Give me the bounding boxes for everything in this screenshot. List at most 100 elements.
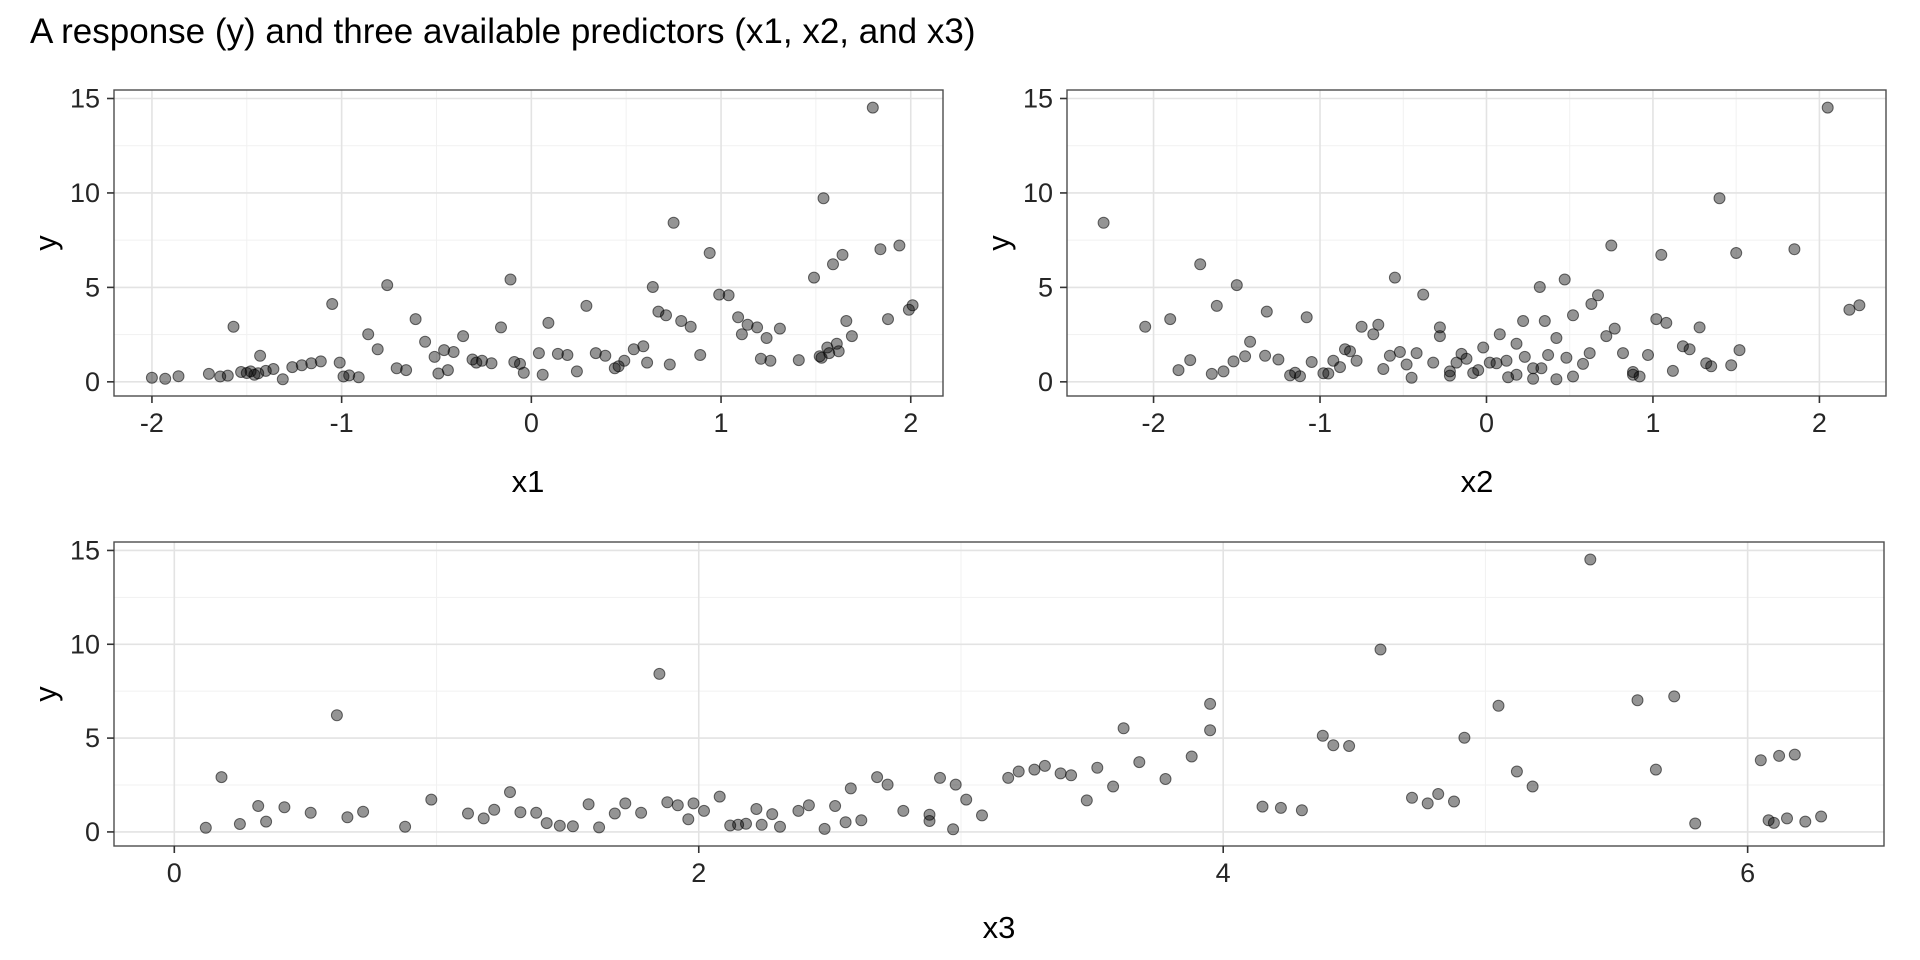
data-point (476, 354, 488, 367)
data-point (1405, 371, 1418, 384)
data-point (635, 806, 648, 819)
data-point (1028, 763, 1041, 776)
data-point (1159, 773, 1172, 785)
data-point (343, 369, 356, 382)
y-tick-label: 15 (70, 535, 100, 565)
data-point (1526, 780, 1539, 793)
data-point (1533, 281, 1546, 293)
data-point (760, 332, 773, 344)
y-tick-label: 10 (1023, 178, 1053, 208)
data-point (1417, 288, 1430, 301)
data-point (580, 299, 593, 312)
data-point (259, 364, 272, 377)
data-point (832, 345, 845, 358)
data-point (1305, 356, 1318, 368)
data-point (1600, 330, 1613, 343)
data-point (667, 216, 680, 229)
data-point (1560, 351, 1573, 364)
data-point (199, 821, 212, 834)
data-point (221, 369, 234, 382)
data-point (897, 804, 910, 817)
data-point (1374, 643, 1387, 656)
data-point (1668, 690, 1681, 703)
data-point (1650, 313, 1663, 326)
data-point (713, 288, 726, 301)
data-point (1725, 359, 1738, 372)
data-point (830, 337, 843, 350)
data-point (839, 816, 852, 829)
data-point (1139, 320, 1152, 333)
data-point (1567, 370, 1579, 383)
data-point (1510, 765, 1523, 778)
data-point (766, 808, 779, 821)
data-point (1733, 344, 1746, 357)
x-tick-label: 2 (1812, 408, 1827, 438)
data-point (764, 354, 777, 367)
data-point (1289, 366, 1302, 379)
data-point (641, 356, 654, 369)
data-point (1517, 315, 1530, 327)
data-point (893, 239, 906, 252)
data-point (792, 804, 805, 817)
data-point (755, 818, 768, 831)
y-tick-label: 0 (1038, 367, 1053, 397)
data-point (1500, 354, 1513, 367)
scatter-plot-y-vs-x1: -2 -1 0 1 2 0 5 10 15 y x1 (28, 84, 944, 499)
y-tick-label: 5 (85, 723, 100, 753)
data-point (703, 247, 716, 259)
data-point (813, 350, 826, 363)
data-point (1260, 305, 1273, 318)
data-point (1577, 357, 1589, 370)
data-point (1443, 365, 1456, 378)
data-point (817, 192, 830, 205)
data-point (713, 790, 726, 803)
data-point (504, 786, 516, 799)
data-point (829, 800, 842, 812)
scatter-plot-y-vs-x2: -2 -1 0 1 2 0 5 10 15 y x2 (981, 84, 1887, 499)
x-tick-label: -2 (1142, 408, 1166, 438)
data-point (1705, 360, 1718, 373)
data-point (855, 814, 868, 827)
data-point (1400, 358, 1413, 371)
data-point (1217, 365, 1230, 378)
data-point (1510, 337, 1523, 350)
data-point (815, 351, 828, 364)
data-point (682, 813, 695, 826)
data-point (1316, 729, 1329, 742)
data-point (1410, 347, 1423, 360)
data-point (1343, 740, 1356, 752)
data-point (286, 361, 299, 374)
plot-layer: -2 -1 0 1 2 0 5 10 15 (1023, 84, 1887, 438)
data-point (773, 322, 786, 335)
data-point (1172, 364, 1185, 377)
x-tick-label: 6 (1740, 858, 1755, 888)
data-point (881, 778, 894, 791)
data-point (362, 328, 375, 341)
data-point (1660, 316, 1673, 329)
data-point (457, 330, 470, 343)
y-tick-label: 5 (85, 272, 100, 302)
y-axis-title: y (28, 235, 63, 251)
data-point (1843, 303, 1856, 316)
data-point (1585, 298, 1598, 310)
data-point (1065, 769, 1078, 782)
plot-layer: -2 -1 0 1 2 0 5 10 15 (70, 84, 944, 438)
data-point (485, 357, 498, 370)
data-point (882, 313, 894, 326)
data-point (428, 350, 441, 363)
data-point (1107, 780, 1120, 793)
data-point (612, 360, 625, 373)
data-point (536, 368, 549, 381)
data-point (1322, 367, 1335, 380)
data-point (923, 808, 936, 821)
data-point (1472, 364, 1485, 377)
data-point (687, 797, 700, 810)
data-point (1550, 373, 1563, 386)
data-point (514, 806, 527, 819)
data-point (732, 311, 745, 324)
data-point (371, 343, 384, 356)
data-point (599, 349, 612, 362)
data-point (1799, 815, 1812, 828)
data-point (735, 328, 748, 341)
x-axis-title: x2 (1461, 464, 1494, 499)
